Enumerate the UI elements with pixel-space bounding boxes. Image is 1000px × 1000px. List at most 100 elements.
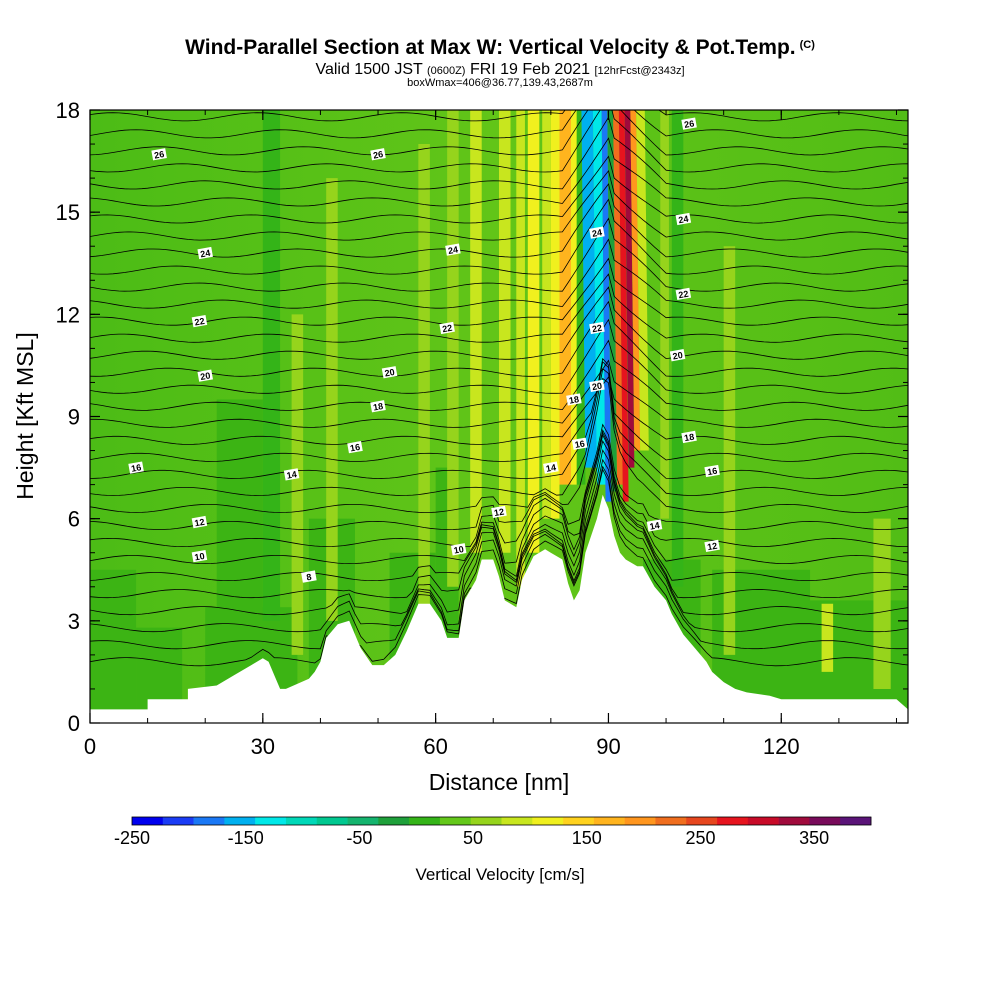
velocity-band (499, 110, 511, 553)
theta-contour-label: 18 (681, 430, 697, 444)
theta-contour-line (90, 155, 908, 224)
colorbar-swatch (132, 817, 164, 825)
colorbar-swatch (532, 817, 564, 825)
theta-contour-label-text: 14 (649, 520, 661, 532)
velocity-band (550, 110, 560, 519)
theta-contour-label: 18 (370, 400, 386, 413)
colorbar-title: Vertical Velocity [cm/s] (415, 865, 584, 884)
box-info-line: boxWmax=406@36.77,139.43,2687m (407, 77, 593, 89)
theta-contour-line (90, 110, 908, 139)
theta-contour-label-text: 8 (306, 572, 313, 583)
velocity-band (527, 110, 540, 553)
velocity-band (624, 110, 635, 468)
theta-contour-label-text: 22 (678, 289, 690, 301)
theta-contour-label: 20 (669, 349, 686, 361)
colorbar-swatch (778, 817, 810, 825)
theta-contour-label: 10 (191, 549, 208, 563)
theta-contour-line (90, 110, 908, 173)
velocity-band (613, 110, 623, 485)
y-tick-label: 3 (68, 609, 80, 634)
colorbar-swatch (655, 817, 687, 825)
theta-contour-line (90, 217, 908, 292)
y-tick-label: 15 (56, 200, 80, 225)
y-axis-label: Height [Kft MSL] (12, 332, 38, 499)
theta-contour-label: 24 (589, 226, 605, 239)
theta-contour-line (90, 300, 908, 377)
colorbar-swatch (378, 817, 410, 825)
colorbar: -250 -150 -50 50 150 250 350 (114, 816, 872, 848)
theta-contour-label-text: 16 (706, 466, 718, 478)
valid-time-line: Valid 1500 JST (0600Z) FRI 19 Feb 2021 [… (0, 61, 1000, 79)
y-tick-label: 12 (56, 302, 80, 327)
x-tick-label: 120 (763, 734, 800, 759)
theta-contour-line (90, 198, 908, 275)
theta-contour-line (90, 183, 908, 258)
theta-contour-line (90, 170, 908, 241)
theta-contour-line (90, 458, 908, 633)
theta-contour-line (90, 357, 908, 462)
velocity-band (571, 110, 577, 485)
theta-contour-line (90, 110, 908, 156)
colorbar-swatch (563, 817, 595, 825)
theta-contour-line (90, 465, 908, 650)
colorbar-tick-label: 250 (685, 828, 715, 848)
theta-contour-label-text: 14 (545, 462, 557, 474)
theta-contour-label-text: 10 (194, 551, 206, 563)
theta-contour-label: 22 (675, 287, 692, 301)
velocity-band (291, 314, 304, 655)
colorbar-tick-label: 50 (463, 828, 483, 848)
theta-contour-label: 20 (197, 369, 213, 382)
theta-contour-label: 16 (704, 464, 720, 478)
theta-contour-line (90, 116, 908, 190)
colorbar-swatch (809, 817, 841, 825)
theta-contour-label: 24 (197, 246, 213, 259)
velocity-band (447, 110, 459, 587)
theta-contour-label: 12 (704, 539, 720, 553)
theta-contour-label-text: 14 (286, 469, 298, 481)
theta-contour-label-text: 26 (153, 149, 165, 161)
x-tick-label: 30 (251, 734, 275, 759)
theta-contour-line (90, 439, 908, 599)
theta-contour-label: 16 (347, 441, 363, 453)
colorbar-swatch (193, 817, 225, 825)
colorbar-swatch (470, 817, 502, 825)
valid-utc: (0600Z) (426, 65, 466, 77)
colorbar-swatch (439, 817, 472, 825)
theta-contour-line (90, 273, 908, 343)
colorbar-swatch (686, 817, 718, 825)
velocity-band (873, 518, 891, 689)
theta-contour-line (90, 257, 908, 326)
theta-contour-line (90, 377, 908, 513)
theta-contour-label-text: 12 (706, 541, 718, 553)
theta-contour-line (90, 361, 908, 479)
theta-contour-line (90, 238, 908, 309)
colorbar-swatch (409, 817, 441, 825)
theta-contour-label: 24 (675, 212, 692, 226)
velocity-band (262, 110, 281, 621)
theta-contours (90, 110, 908, 667)
theta-contour-label-text: 24 (591, 227, 603, 239)
velocity-band (723, 246, 736, 655)
theta-contour-label-text: 20 (199, 370, 211, 382)
colorbar-frame (131, 816, 872, 826)
theta-contour-line (90, 368, 908, 496)
theta-contour-line (90, 359, 908, 428)
theta-contour-label-text: 18 (683, 432, 695, 444)
velocity-band (671, 110, 684, 587)
theta-contour-label: 26 (151, 148, 167, 161)
y-tick-label: 18 (56, 98, 80, 123)
theta-contour-label: 10 (450, 543, 467, 556)
theta-contour-line (90, 318, 908, 394)
velocity-band (326, 178, 338, 621)
forecast-info: [12hrFcst@2343z] (594, 65, 685, 77)
theta-contour-label-text: 16 (574, 438, 586, 450)
theta-contour-label-text: 22 (194, 316, 206, 328)
theta-contour-label-text: 24 (678, 214, 690, 226)
theta-contour-label: 20 (589, 379, 605, 392)
velocity-band (630, 110, 641, 451)
theta-contour-line (90, 468, 908, 667)
theta-contour-line (90, 449, 908, 616)
theta-contour-label: 8 (301, 570, 317, 583)
colorbar-swatch (624, 817, 656, 825)
theta-contour-label: 22 (191, 315, 208, 328)
